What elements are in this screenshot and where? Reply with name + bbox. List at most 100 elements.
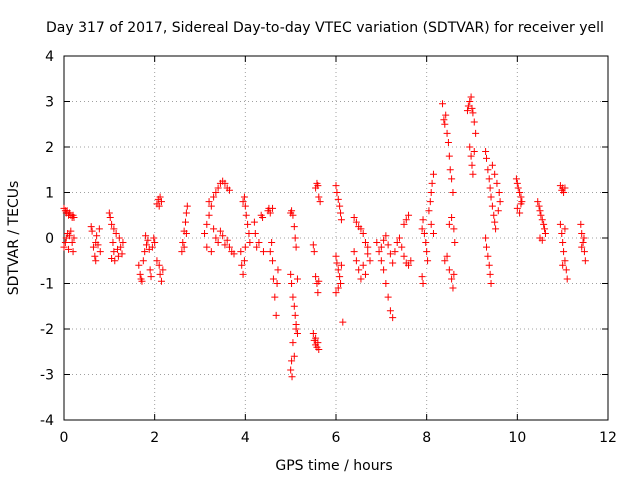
data-point	[361, 239, 369, 247]
x-tick-label: 2	[150, 430, 159, 446]
data-point	[355, 266, 363, 274]
data-point	[288, 207, 296, 215]
data-point	[108, 220, 116, 228]
data-point	[487, 280, 495, 287]
data-point	[495, 189, 503, 196]
data-point	[88, 227, 96, 235]
data-point	[142, 232, 150, 240]
data-point	[364, 243, 372, 251]
x-grid-lines	[154, 56, 518, 420]
data-point	[429, 170, 437, 178]
data-point	[357, 225, 365, 233]
data-point	[451, 239, 459, 247]
data-point	[289, 339, 297, 347]
data-point	[561, 225, 569, 233]
data-point	[405, 261, 413, 269]
data-point	[516, 189, 524, 196]
data-point	[391, 248, 399, 256]
data-point	[448, 214, 456, 222]
data-point	[269, 204, 277, 212]
data-point	[269, 257, 277, 265]
data-point	[446, 166, 454, 174]
y-tick-label: 4	[45, 49, 54, 65]
data-point	[289, 211, 297, 219]
data-point	[493, 179, 501, 187]
data-point	[288, 357, 296, 365]
data-point	[156, 270, 164, 278]
data-point	[352, 257, 360, 265]
data-point	[143, 241, 151, 249]
data-point	[225, 243, 233, 251]
data-point	[182, 209, 190, 217]
data-point	[268, 239, 276, 247]
data-point	[517, 193, 525, 201]
x-tick-label: 12	[599, 430, 617, 446]
data-point	[488, 202, 496, 210]
data-point	[426, 198, 434, 206]
data-point	[483, 243, 491, 251]
data-point	[420, 229, 428, 237]
data-point	[290, 302, 298, 310]
data-point	[466, 143, 474, 151]
data-point	[448, 275, 456, 283]
data-point	[395, 234, 403, 242]
data-point	[259, 214, 267, 222]
data-point	[203, 243, 211, 251]
data-point	[287, 366, 295, 374]
data-point	[384, 293, 392, 301]
data-point	[380, 266, 388, 274]
data-point	[69, 248, 77, 256]
data-point	[316, 198, 324, 206]
data-point	[239, 270, 247, 278]
data-point	[535, 202, 543, 210]
data-point	[512, 175, 520, 183]
data-point	[405, 211, 413, 219]
data-point	[314, 339, 322, 347]
data-point	[380, 236, 388, 244]
data-point	[110, 225, 118, 233]
data-point	[486, 184, 494, 192]
data-point	[424, 257, 432, 265]
data-point	[418, 273, 426, 281]
data-point	[579, 239, 587, 247]
data-point	[464, 102, 472, 110]
data-point	[443, 252, 451, 260]
data-point	[386, 250, 394, 258]
y-tick-label: -1	[40, 277, 54, 293]
data-point	[273, 280, 281, 287]
data-point	[112, 229, 120, 237]
data-point	[386, 307, 394, 315]
data-point	[425, 207, 433, 215]
data-point	[482, 234, 490, 242]
data-point	[182, 229, 190, 237]
data-point	[239, 198, 247, 206]
data-point	[400, 252, 408, 260]
data-point	[419, 280, 427, 287]
data-point	[155, 202, 163, 210]
data-point	[70, 234, 78, 242]
data-point	[336, 202, 344, 210]
data-point	[578, 229, 586, 237]
data-point	[144, 236, 152, 244]
y-ticks: -4 -3 -2 -1 0 1 2 3 4	[40, 49, 608, 429]
data-point	[559, 239, 567, 247]
data-point	[92, 257, 100, 265]
data-point	[393, 239, 401, 247]
data-point	[450, 270, 458, 278]
data-point	[492, 225, 500, 233]
data-point	[402, 216, 410, 224]
data-point	[337, 216, 345, 224]
data-point	[375, 248, 383, 256]
data-point	[246, 239, 254, 247]
data-point	[159, 266, 167, 274]
data-point	[491, 170, 499, 178]
data-point	[472, 129, 480, 137]
x-axis-title: GPS time / hours	[275, 458, 392, 474]
data-point	[312, 334, 320, 342]
data-point	[448, 175, 456, 183]
y-tick-label: 3	[45, 95, 54, 111]
data-point	[315, 345, 323, 353]
data-point	[540, 220, 548, 228]
data-point	[108, 254, 116, 262]
data-point	[332, 289, 340, 297]
